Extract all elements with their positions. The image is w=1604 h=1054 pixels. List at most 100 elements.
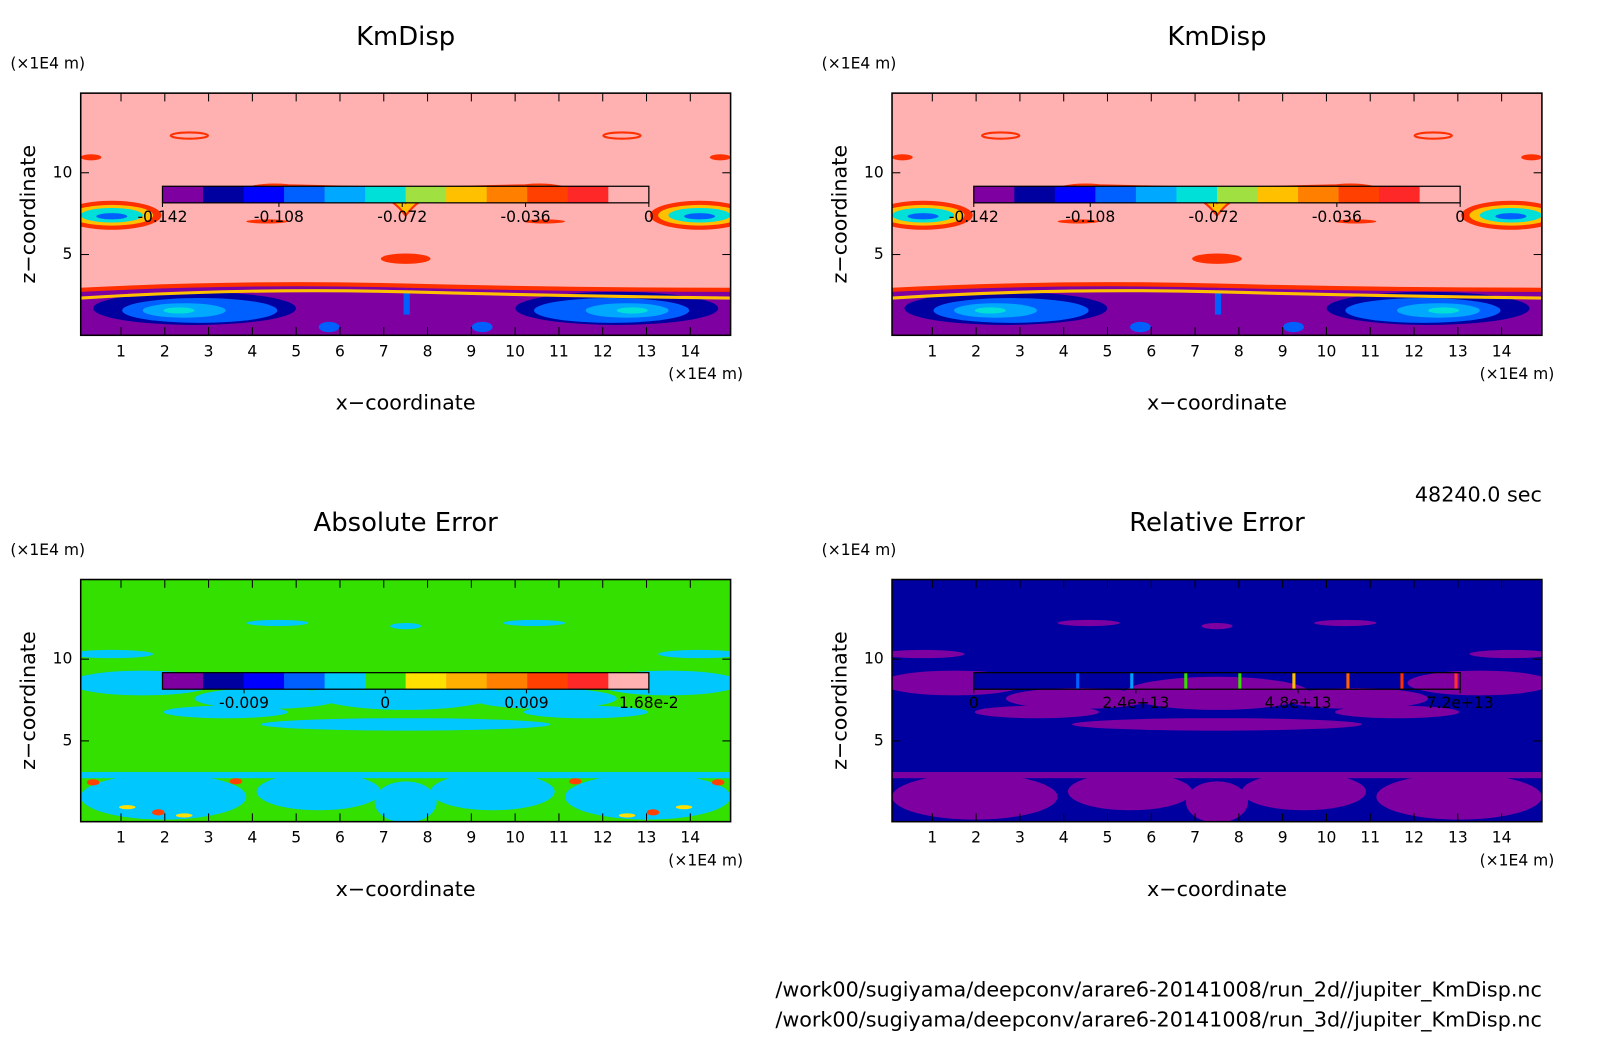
x-tick-label: 12 <box>1404 829 1424 847</box>
x-tick-label: 1 <box>927 342 937 360</box>
x-tick-label: 2 <box>971 342 981 360</box>
field-spot <box>152 809 165 816</box>
colorbar-tick-label: -0.142 <box>137 208 187 226</box>
x-tick-label: 3 <box>1015 342 1025 360</box>
x-tick-label: 11 <box>1360 342 1380 360</box>
x-axis-label: x−coordinate <box>336 391 476 415</box>
y-tick-label: 10 <box>53 163 73 181</box>
field-spot <box>569 778 582 785</box>
x-tick-label: 14 <box>680 342 700 360</box>
x-unit: (×1E4 m) <box>668 365 743 383</box>
x-tick-label: 13 <box>1448 342 1468 360</box>
field-spot <box>618 813 636 818</box>
plot-frame <box>891 578 1543 823</box>
colorbar-segment <box>1379 186 1421 203</box>
x-tick-label: 5 <box>291 342 301 360</box>
x-tick-label: 10 <box>1317 342 1337 360</box>
plot-frame <box>891 92 1543 337</box>
colorbar-segment <box>203 186 245 203</box>
colorbar-frame <box>161 185 650 204</box>
field-spot <box>711 779 725 786</box>
colorbar-tick-label: 0 <box>969 694 979 712</box>
y-tick-label: 10 <box>864 650 884 668</box>
colorbar-tick-label: 7.2e+13 <box>1427 694 1494 712</box>
plot-frame <box>79 578 732 823</box>
y-tick-label: 5 <box>63 245 73 263</box>
x-tick-label: 11 <box>549 829 569 847</box>
x-tick-label: 6 <box>335 829 345 847</box>
file-path: /work00/sugiyama/deepconv/arare6-2014100… <box>775 977 1542 1002</box>
colorbar-segment <box>203 672 245 690</box>
colorbar-segment <box>405 672 447 690</box>
y-axis-label: z−coordinate <box>827 631 851 770</box>
colorbar-segment <box>405 186 447 203</box>
field-spot <box>675 805 693 810</box>
y-tick-label: 5 <box>874 731 884 749</box>
y-unit: (×1E4 m) <box>10 541 85 559</box>
file-path: /work00/sugiyama/deepconv/arare6-2014100… <box>775 1007 1542 1032</box>
field-spot <box>229 778 243 785</box>
colorbar-segment <box>1176 186 1218 203</box>
colorbar-tick-label: -0.009 <box>219 694 269 712</box>
x-tick-label: 9 <box>1278 829 1288 847</box>
x-tick-label: 13 <box>637 829 657 847</box>
colorbar-tick-label: -0.108 <box>1065 208 1115 226</box>
colorbar-segment <box>973 186 1015 203</box>
colorbar-segment <box>284 186 326 203</box>
y-unit: (×1E4 m) <box>822 55 897 73</box>
y-axis-label: z−coordinate <box>827 145 851 284</box>
x-tick-label: 4 <box>1059 342 1069 360</box>
plot-frame <box>79 92 732 337</box>
x-tick-label: 8 <box>1234 342 1244 360</box>
colorbar-segment <box>1014 186 1056 203</box>
x-tick-label: 9 <box>466 342 476 360</box>
colorbar-frame <box>973 672 1461 690</box>
y-tick-label: 10 <box>864 163 884 181</box>
colorbar-segment <box>527 672 569 690</box>
colorbar-segment <box>1298 186 1340 203</box>
colorbar-segment <box>284 672 326 690</box>
colorbar-segment <box>567 672 609 690</box>
colorbar-frame <box>973 185 1461 204</box>
y-tick-label: 5 <box>874 245 884 263</box>
x-tick-label: 2 <box>160 342 170 360</box>
colorbar-segment <box>1216 186 1259 203</box>
colorbar-segment <box>486 672 528 690</box>
colorbar-segment <box>446 186 488 203</box>
x-tick-label: 6 <box>1146 342 1156 360</box>
field-spot <box>175 813 193 818</box>
colorbar-tick-label: 2.4e+13 <box>1102 694 1169 712</box>
x-tick-label: 13 <box>637 342 657 360</box>
x-tick-label: 2 <box>971 829 981 847</box>
colorbar-tick-label: -0.036 <box>501 208 551 226</box>
x-axis-label: x−coordinate <box>1147 877 1287 901</box>
colorbar-tick-label: -0.142 <box>949 208 999 226</box>
colorbar-tick-label: 0 <box>644 208 654 226</box>
x-tick-label: 1 <box>927 829 937 847</box>
colorbar-tick-label: 0 <box>1455 208 1465 226</box>
x-unit: (×1E4 m) <box>1480 851 1555 869</box>
x-tick-label: 7 <box>379 829 389 847</box>
colorbar-segment <box>243 672 285 690</box>
y-axis-label: z−coordinate <box>16 631 40 770</box>
chart-title: KmDisp <box>356 22 455 52</box>
colorbar-segment <box>243 186 285 203</box>
y-tick-label: 5 <box>63 731 73 749</box>
x-tick-label: 14 <box>1492 829 1512 847</box>
x-tick-label: 5 <box>291 829 301 847</box>
colorbar-segment <box>567 186 609 203</box>
chart-title: Relative Error <box>1129 508 1305 538</box>
colorbar-segment <box>486 186 528 203</box>
colorbar-segment <box>608 672 650 690</box>
time-label: 48240.0 sec <box>1415 483 1542 507</box>
colorbar-segment <box>162 672 204 690</box>
x-tick-label: 6 <box>1146 829 1156 847</box>
colorbar-tick-label: -0.072 <box>377 208 427 226</box>
colorbar-segment <box>365 186 407 203</box>
x-tick-label: 6 <box>335 342 345 360</box>
colorbar-tick-label: 0.009 <box>504 694 548 712</box>
